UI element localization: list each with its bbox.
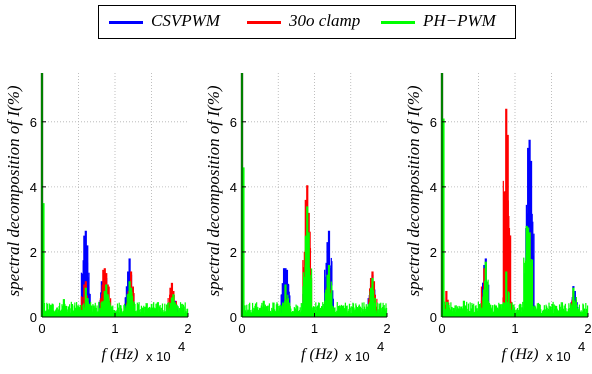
y-tick-label: 6 <box>230 115 237 130</box>
chart-panel-1: 0 1 2 0 2 4 6 spectral decomposition of I(%) f (… <box>4 73 192 364</box>
y-tick-label: 4 <box>430 180 437 195</box>
y-tick-label: 6 <box>30 115 37 130</box>
y-tick-label: 2 <box>230 245 237 260</box>
y-axis-label: spectral decomposition of I(%) <box>204 85 223 296</box>
x-tick-label: 2 <box>584 321 591 336</box>
x-axis-label: f (Hz) <box>301 346 338 363</box>
x-multiplier: x 10 <box>146 349 171 364</box>
x-axis-label: f (Hz) <box>502 346 539 363</box>
x-tick-label: 1 <box>111 321 118 336</box>
x-tick-label: 2 <box>383 321 390 336</box>
x-tick-label: 1 <box>511 321 518 336</box>
chart-panel-3: 0 1 2 0 2 4 6 spectral decomposition of I(%) f (… <box>404 73 592 364</box>
x-axis-label: f (Hz) <box>102 346 139 363</box>
y-tick-label: 0 <box>30 310 37 325</box>
y-tick-label: 0 <box>430 310 437 325</box>
series-30o-clamp <box>40 73 177 317</box>
legend-swatch-csvpwm <box>109 21 143 24</box>
x-multiplier-exponent: 4 <box>377 339 384 354</box>
legend: CSVPWM 30o clamp PH−PWM <box>98 5 516 39</box>
y-tick-label: 4 <box>30 180 37 195</box>
x-tick-label: 0 <box>38 321 45 336</box>
y-tick-label: 6 <box>430 115 437 130</box>
legend-swatch-30-clamp <box>247 21 281 24</box>
y-axis-label: spectral decomposition of I(%) <box>404 85 423 296</box>
y-tick-label: 2 <box>430 245 437 260</box>
y-tick-label: 2 <box>30 245 37 260</box>
y-axis-label: spectral decomposition of I(%) <box>4 85 23 296</box>
x-multiplier: x 10 <box>345 349 370 364</box>
y-tick-label: 4 <box>230 180 237 195</box>
x-multiplier-exponent: 4 <box>578 339 585 354</box>
legend-label-ph-pwm: PH−PWM <box>423 11 496 30</box>
legend-swatch-ph-pwm <box>381 21 415 24</box>
x-tick-label: 2 <box>184 321 191 336</box>
series-csvpwm <box>40 73 179 317</box>
legend-label-30-clamp: 30o clamp <box>289 11 361 30</box>
x-tick-label: 0 <box>238 321 245 336</box>
y-tick-label: 0 <box>230 310 237 325</box>
chart-panel-2: 0 1 2 0 2 4 6 spectral decomposition of I(%) f (… <box>204 73 391 364</box>
x-tick-label: 0 <box>438 321 445 336</box>
x-multiplier-exponent: 4 <box>178 339 185 354</box>
series-30o-clamp <box>440 73 577 317</box>
x-tick-label: 1 <box>311 321 318 336</box>
x-multiplier: x 10 <box>546 349 571 364</box>
legend-label-csvpwm: CSVPWM <box>151 11 220 30</box>
